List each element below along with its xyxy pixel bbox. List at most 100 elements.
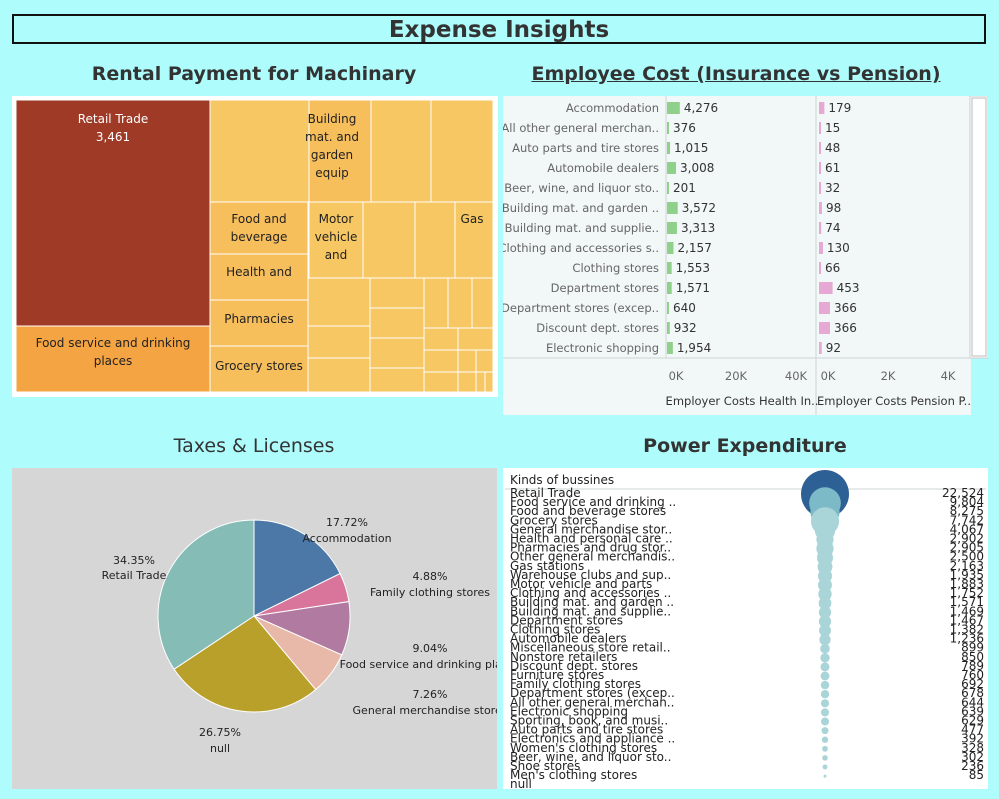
power-row-label: Food and beverage stores bbox=[510, 504, 666, 518]
power-value-label: 1,467 bbox=[950, 613, 984, 627]
pie-slice-label: General merchandise stores bbox=[353, 704, 497, 717]
bar bbox=[667, 102, 680, 114]
treemap-label-gas: Gas bbox=[461, 212, 484, 226]
treemap-cell bbox=[484, 371, 494, 393]
treemap-label-retail-trade: Retail Trade bbox=[78, 112, 149, 126]
treemap-label-motor-vehicle: vehicle bbox=[315, 230, 358, 244]
bar-value-label: 640 bbox=[673, 301, 696, 315]
power-row-label: Women's clothing stores bbox=[510, 741, 657, 755]
bar-value-label: 15 bbox=[825, 121, 840, 135]
power-row-label: Beer, wine, and liquor sto.. bbox=[510, 750, 671, 764]
power-bubble bbox=[822, 764, 828, 770]
category-label: Auto parts and tire stores bbox=[512, 141, 659, 155]
employee-bar-chart: Accommodation 4,276 179 All other general m… bbox=[503, 96, 988, 415]
bar bbox=[667, 322, 670, 334]
power-value-label: 477 bbox=[961, 723, 984, 737]
pie-slice-label: Family clothing stores bbox=[370, 586, 490, 599]
category-label: Clothing stores bbox=[572, 261, 659, 275]
treemap-cell bbox=[209, 201, 309, 255]
bar-value-label: 932 bbox=[674, 321, 697, 335]
treemap-label-building: garden bbox=[311, 148, 353, 162]
treemap-cell bbox=[370, 99, 432, 203]
bar-value-label: 376 bbox=[673, 121, 696, 135]
pie-pct-label: 17.72% bbox=[326, 516, 368, 529]
power-value-label: 8,275 bbox=[950, 504, 984, 518]
bar bbox=[819, 222, 822, 234]
power-row-label: Clothing and accessories .. bbox=[510, 586, 671, 600]
bar-value-label: 1,954 bbox=[677, 341, 711, 355]
bar bbox=[819, 142, 821, 154]
power-value-label: 2,902 bbox=[950, 532, 984, 546]
treemap-cell bbox=[457, 327, 494, 351]
power-bubble bbox=[820, 708, 830, 717]
power-row-label: Retail Trade bbox=[510, 486, 581, 500]
axis-tick-label: 40K bbox=[785, 369, 808, 383]
power-row-label: Motor vehicle and parts bbox=[510, 577, 652, 591]
bar bbox=[667, 122, 669, 134]
treemap-label-health: Health and bbox=[226, 265, 292, 279]
bar-value-label: 61 bbox=[825, 161, 840, 175]
power-row-label: Discount dept. stores bbox=[510, 659, 638, 673]
treemap-label-motor-vehicle: and bbox=[325, 248, 348, 262]
pie-slice-label: null bbox=[210, 742, 230, 755]
power-value-label: 789 bbox=[961, 659, 984, 673]
power-bubble bbox=[819, 624, 831, 637]
power-value-label: 760 bbox=[961, 668, 984, 682]
bar bbox=[819, 102, 825, 114]
category-label: Department stores (excep.. bbox=[503, 301, 659, 315]
pie-slice bbox=[253, 519, 341, 617]
taxes-title: Taxes & Licenses bbox=[173, 435, 335, 457]
axis-tick-label: 20K bbox=[725, 369, 748, 383]
power-row-label: Department stores bbox=[510, 613, 623, 627]
bar-value-label: 1,571 bbox=[676, 281, 710, 295]
power-row-label: Family clothing stores bbox=[510, 677, 641, 691]
treemap-cell bbox=[457, 349, 477, 373]
treemap-cell bbox=[362, 201, 416, 279]
category-label: Accommodation bbox=[566, 101, 659, 115]
treemap-label-food-service: Food service and drinking bbox=[36, 336, 191, 350]
treemap-cell bbox=[15, 99, 211, 327]
power-row-label: Building mat. and supplie.. bbox=[510, 604, 671, 618]
employee-scrollbar[interactable] bbox=[971, 97, 987, 357]
treemap-cell bbox=[209, 99, 310, 203]
power-bubble bbox=[820, 662, 830, 672]
treemap-label-food-beverage: Food and bbox=[231, 212, 286, 226]
bar bbox=[819, 322, 830, 334]
power-value-label: 899 bbox=[961, 641, 984, 655]
treemap-cell bbox=[430, 99, 494, 203]
axis-tick-label: 0K bbox=[821, 369, 836, 383]
power-value-label: 22,524 bbox=[942, 486, 984, 500]
power-row-label: Clothing stores bbox=[510, 623, 600, 637]
power-value-label: 644 bbox=[961, 695, 984, 709]
bar bbox=[667, 342, 673, 354]
power-row-label: Warehouse clubs and sup.. bbox=[510, 568, 671, 582]
category-label: Clothing and accessories s.. bbox=[503, 241, 659, 255]
power-row-label: Gas stations bbox=[510, 559, 584, 573]
treemap-label-motor-vehicle: Motor bbox=[319, 212, 354, 226]
employee-title[interactable]: Employee Cost (Insurance vs Pension) bbox=[531, 63, 941, 85]
treemap-label-building: Building bbox=[308, 112, 357, 126]
power-value-label: 9,804 bbox=[950, 495, 984, 509]
bar bbox=[819, 302, 830, 314]
category-label: Building mat. and supplie.. bbox=[505, 221, 659, 235]
category-label: Automobile dealers bbox=[547, 161, 659, 175]
bar bbox=[819, 242, 823, 254]
power-row-label: Health and personal care .. bbox=[510, 532, 673, 546]
power-row-label: null bbox=[510, 777, 532, 789]
power-value-label: 1,469 bbox=[950, 604, 984, 618]
treemap-cell bbox=[308, 99, 372, 203]
dashboard-title: Expense Insights bbox=[12, 14, 986, 44]
bar-value-label: 366 bbox=[834, 321, 857, 335]
treemap-cell bbox=[423, 277, 449, 329]
power-row-label: Shoe stores bbox=[510, 759, 580, 773]
power-row-label: Grocery stores bbox=[510, 513, 598, 527]
treemap-cell bbox=[475, 371, 486, 393]
treemap-label-building: mat. and bbox=[305, 130, 359, 144]
treemap-label-food-service: places bbox=[94, 354, 133, 368]
bar-value-label: 3,572 bbox=[682, 201, 716, 215]
treemap-cell bbox=[209, 299, 309, 347]
bar bbox=[667, 282, 672, 294]
power-value-label: 1,571 bbox=[950, 595, 984, 609]
bar bbox=[667, 162, 677, 174]
